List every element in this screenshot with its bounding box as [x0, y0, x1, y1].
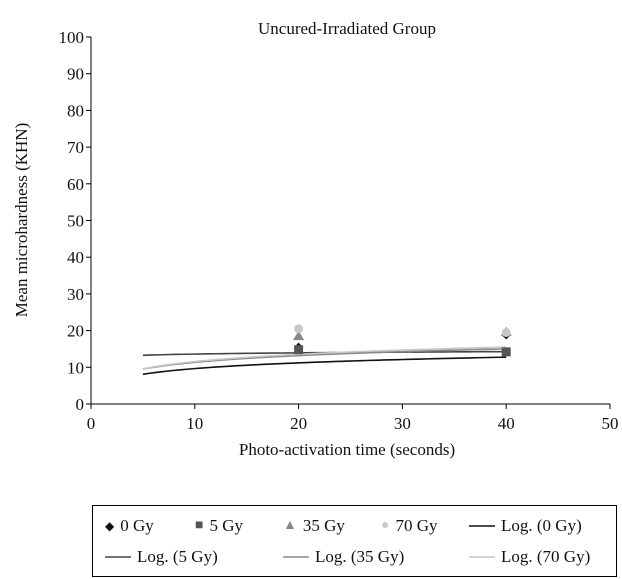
x-tick-label: 10: [186, 414, 203, 433]
legend: ◆ 0 Gy ■ 5 Gy ▲ 35 Gy ● 70 Gy Log. (0 Gy…: [92, 505, 617, 577]
x-tick-label: 30: [394, 414, 411, 433]
line-icon: [283, 556, 309, 558]
chart-canvas: Uncured-Irradiated Group 0 10 20 30 40 50 60 70…: [12, 19, 619, 459]
x-tick-label: 0: [87, 414, 96, 433]
data-point: [293, 330, 305, 341]
circle-icon: ●: [381, 518, 390, 533]
triangle-icon: ▲: [283, 518, 297, 533]
y-tick-label: 90: [67, 65, 84, 84]
data-points: [293, 324, 512, 357]
line-icon: [469, 525, 495, 527]
data-point: [501, 327, 511, 337]
y-tick-label: 60: [67, 175, 84, 194]
line-icon: [105, 556, 131, 558]
line-icon: [469, 556, 495, 558]
legend-label: Log. (0 Gy): [501, 516, 582, 535]
legend-label: Log. (70 Gy): [501, 547, 591, 566]
data-point: [501, 347, 511, 357]
x-tick-label: 40: [498, 414, 515, 433]
legend-item-35gy: ▲ 35 Gy: [283, 516, 345, 536]
square-icon: ■: [195, 518, 204, 533]
data-point: [294, 324, 304, 334]
y-tick-label: 0: [76, 395, 85, 414]
y-axis-ticks: 0 10 20 30 40 50 60 70 80 90 100: [59, 28, 91, 414]
legend-item-70gy: ● 70 Gy: [381, 516, 438, 536]
y-tick-label: 100: [59, 28, 85, 47]
chart-title: Uncured-Irradiated Group: [258, 19, 436, 38]
trendline: [142, 346, 507, 370]
y-tick-label: 30: [67, 285, 84, 304]
x-axis-ticks: 0 10 20 30 40 50: [87, 404, 619, 433]
x-axis-label: Photo-activation time (seconds): [239, 440, 455, 459]
trendline: [142, 356, 507, 376]
legend-label: 70 Gy: [395, 516, 438, 535]
trendlines: [142, 346, 507, 376]
legend-item-5gy: ■ 5 Gy: [195, 516, 243, 536]
y-axis-label: Mean microhardness (KHN): [12, 123, 31, 318]
legend-label: 5 Gy: [209, 516, 243, 535]
y-tick-label: 80: [67, 101, 84, 120]
y-tick-label: 20: [67, 322, 84, 341]
legend-item-log-35gy: Log. (35 Gy): [283, 547, 404, 567]
trendline: [142, 348, 507, 370]
legend-item-log-70gy: Log. (70 Gy): [469, 547, 590, 567]
data-point: [294, 345, 304, 355]
legend-label: Log. (35 Gy): [315, 547, 405, 566]
legend-label: 35 Gy: [302, 516, 345, 535]
y-tick-label: 70: [67, 138, 84, 157]
y-tick-label: 10: [67, 358, 84, 377]
y-tick-label: 40: [67, 248, 84, 267]
diamond-icon: ◆: [105, 518, 115, 533]
x-tick-label: 50: [602, 414, 619, 433]
legend-item-log-0gy: Log. (0 Gy): [469, 516, 582, 536]
legend-item-0gy: ◆ 0 Gy: [105, 516, 154, 536]
legend-item-log-5gy: Log. (5 Gy): [105, 547, 218, 567]
y-tick-label: 50: [67, 212, 84, 231]
legend-label: Log. (5 Gy): [137, 547, 218, 566]
x-tick-label: 20: [290, 414, 307, 433]
legend-label: 0 Gy: [120, 516, 154, 535]
